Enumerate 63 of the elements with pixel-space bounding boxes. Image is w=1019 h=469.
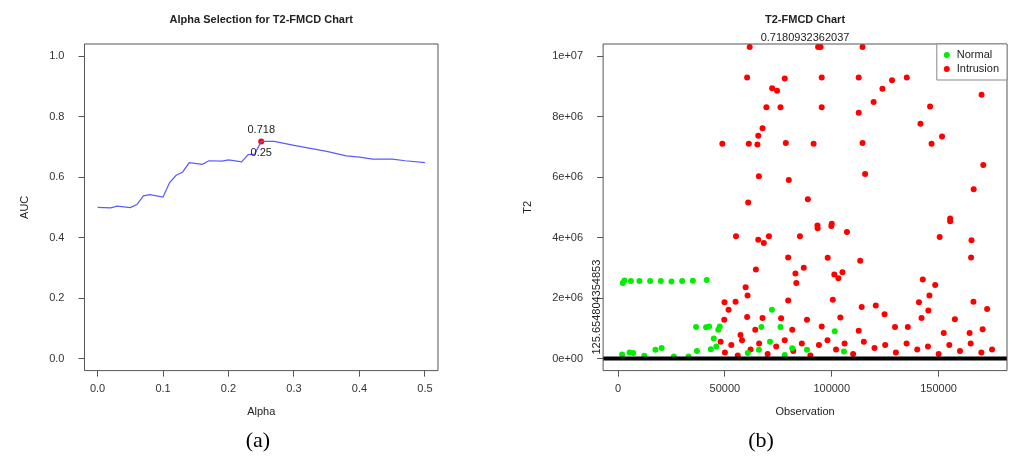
y-tick-label: 0.6 <box>49 170 65 183</box>
chart-title: T2-FMCD Chart <box>765 13 846 26</box>
y-axis-title: AUC <box>17 195 30 219</box>
x-axis-title: Observation <box>775 405 835 418</box>
point <box>781 351 788 358</box>
point <box>707 346 714 353</box>
legend-label: Normal <box>956 48 993 61</box>
y-tick-label: 1e+07 <box>552 49 584 62</box>
y-tick-label: 0.8 <box>49 109 65 122</box>
x-tick-label: 0 <box>614 382 622 395</box>
point <box>647 278 654 285</box>
point <box>689 277 696 284</box>
point <box>658 344 665 351</box>
y-tick-label: 8e+06 <box>552 109 584 122</box>
point <box>744 350 751 357</box>
x-tick-label: 150000 <box>920 382 957 395</box>
point <box>652 346 659 353</box>
y-tick-label: 0e+00 <box>552 351 584 364</box>
x-tick-label: 50000 <box>709 382 741 395</box>
point <box>627 278 634 285</box>
x-tick-label: 0.4 <box>351 382 368 395</box>
point <box>768 306 775 313</box>
legend-label: Intrusion <box>956 62 1000 75</box>
point <box>630 350 637 357</box>
y-tick-label: 0.2 <box>49 291 65 304</box>
point <box>679 278 686 285</box>
point <box>777 324 784 331</box>
x-tick-label: 0.0 <box>89 382 106 395</box>
y-tick-label: 1.0 <box>49 49 65 62</box>
text: 0.7180932362037 <box>760 30 850 43</box>
point <box>803 346 810 353</box>
chart-title: Alpha Selection for T2-FMCD Chart <box>169 13 354 26</box>
x-tick-label: 100000 <box>813 382 851 395</box>
y-tick-label: 2e+06 <box>552 291 584 304</box>
x-tick-label: 0.1 <box>155 382 171 395</box>
point <box>710 335 717 342</box>
y-axis-title: T2 <box>520 200 533 214</box>
point <box>693 324 700 331</box>
annotation: 0.718 <box>247 122 276 135</box>
text: (a) <box>245 427 271 453</box>
x-axis-title: Alpha <box>247 405 277 418</box>
point <box>636 278 643 285</box>
y-tick-label: 0.4 <box>49 230 65 243</box>
y-tick-label: 4e+06 <box>552 230 584 243</box>
point <box>767 338 773 345</box>
point <box>657 278 664 285</box>
point <box>693 347 700 354</box>
point <box>831 328 838 335</box>
point <box>713 343 720 350</box>
annotation: 0.25 <box>250 145 272 158</box>
point <box>755 346 762 353</box>
point <box>668 278 675 285</box>
x-tick-label: 0.3 <box>286 382 302 395</box>
y-tick-label: 0.0 <box>49 351 65 364</box>
y-tick-label: 6e+06 <box>552 170 584 183</box>
x-tick-label: 0.2 <box>220 382 237 395</box>
ref-line-label: 125.654804354853 <box>589 259 602 355</box>
point <box>840 348 847 355</box>
text: (b) <box>748 427 774 453</box>
point <box>703 276 710 283</box>
point <box>619 351 626 358</box>
x-tick-label: 0.5 <box>417 382 433 395</box>
point <box>758 324 765 331</box>
